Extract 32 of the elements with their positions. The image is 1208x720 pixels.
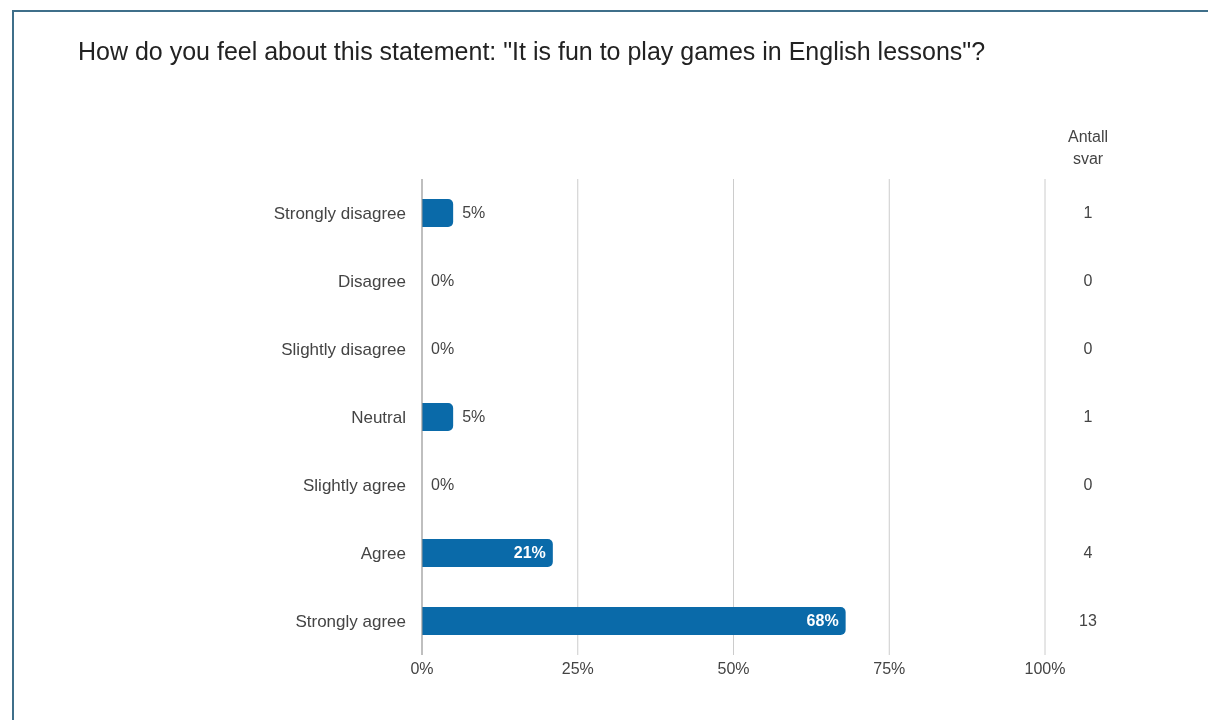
data-label: 68% <box>806 611 839 631</box>
x-tick-label: 100% <box>1024 660 1066 678</box>
y-tick-label: Agree <box>360 544 406 564</box>
text: 0 <box>1082 475 1094 495</box>
y-tick-label: Slightly disagree <box>281 340 406 360</box>
data-label: 0% <box>431 271 455 291</box>
text: 0 <box>1082 271 1094 291</box>
y-tick-label: Strongly disagree <box>273 204 406 224</box>
data-label: 0% <box>431 339 455 359</box>
chart-title: How do you feel about this statement: "It is fun to play games in English lessons"? <box>78 36 987 67</box>
data-label: 5% <box>462 203 486 223</box>
y-tick-label: Disagree <box>337 272 406 292</box>
text: 4 <box>1082 543 1094 563</box>
text: 0 <box>1082 339 1094 359</box>
x-tick-label: 50% <box>717 660 750 678</box>
text: 1 <box>1082 203 1094 223</box>
x-tick-label: 0% <box>410 660 434 678</box>
x-tick-label: 25% <box>561 660 594 678</box>
bar <box>422 607 846 635</box>
bar <box>422 539 553 567</box>
text: 1 <box>1082 407 1094 427</box>
bar <box>422 199 454 227</box>
data-label: 5% <box>462 407 486 427</box>
y-tick-label: Neutral <box>351 408 406 428</box>
data-label: 0% <box>431 475 455 495</box>
data-label: 21% <box>513 543 546 563</box>
text: Antall svar <box>1067 127 1109 169</box>
y-tick-label: Strongly agree <box>295 612 406 632</box>
text: 13 <box>1078 611 1098 631</box>
y-tick-label: Slightly agree <box>302 476 406 496</box>
bar <box>422 403 454 431</box>
x-tick-label: 75% <box>873 660 906 678</box>
